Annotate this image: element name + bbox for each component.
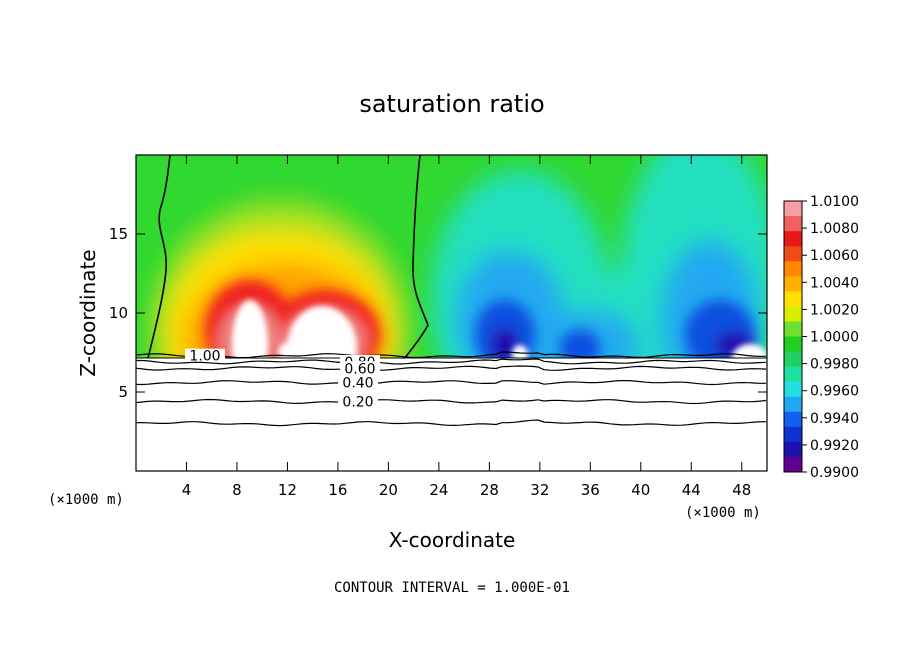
x-tick-label: 44 [682,481,701,499]
colorbar-label: 1.0100 [810,194,859,210]
contour-label-bg [340,361,380,375]
colorbar-label: 1.0060 [810,248,859,264]
colorbar-swatch [784,351,802,368]
contour-boundaries [147,155,429,359]
colorbar-swatch [784,291,802,307]
x-tick-label: 40 [631,481,650,499]
x-tick-label: 16 [328,481,347,499]
x-axis-title: X-coordinate [389,528,516,552]
colorbar-swatch [784,336,802,353]
colorbar-swatch [784,216,802,232]
contour-line [136,358,767,365]
contour-line [136,419,767,427]
contour-line [136,380,766,386]
colorbar-swatch [784,456,802,473]
chart-title: saturation ratio [359,90,544,118]
heatmap-field [136,155,767,471]
x-tick-label: 12 [278,481,297,499]
colorbar-swatch [784,441,802,458]
x-tick-label: 24 [429,481,448,499]
colorbar-swatch [784,201,802,217]
contour-label: 0.60 [344,361,375,377]
y-axis-title: Z-coordinate [76,249,100,376]
colorbar-label: 0.9920 [810,438,859,454]
colorbar-swatch [784,276,802,292]
colorbar-swatch [784,396,802,413]
x-tick-label: 28 [480,481,499,499]
colorbar-label: 0.9940 [810,411,859,427]
colorbar-swatch [784,231,802,247]
contour-label: 0.40 [342,376,373,392]
contour-label-bg [338,375,378,389]
colorbar-swatch [784,426,802,443]
colorbar-swatch [784,306,802,322]
x-unit-right: (×1000 m) [685,505,761,521]
y-tick-label: 15 [109,225,128,243]
colorbar-label: 1.0000 [810,330,859,346]
x-tick-label: 32 [530,481,549,499]
contour-label: 1.00 [189,349,220,365]
contour-line [136,365,767,371]
colorbar: 1.0100 1.0080 1.0060 1.0040 1.0020 1.0000 0.99… [783,194,859,481]
colorbar-label: 1.0040 [810,275,859,291]
colorbar-swatch [784,321,802,337]
x-axis-ticks: 4 8 12 16 20 24 28 32 36 40 44 48 [182,155,751,499]
contour-label-bg [338,394,378,408]
colorbar-swatch [784,246,802,262]
colorbar-label: 0.9900 [810,465,859,481]
colorbar-label: 0.9960 [810,384,859,400]
contour-interval-note: CONTOUR INTERVAL = 1.000E-01 [334,580,570,596]
x-tick-label: 8 [232,481,242,499]
x-tick-label: 48 [732,481,751,499]
x-tick-label: 4 [182,481,192,499]
contour-lines: 1.000.800.600.400.20 [136,348,767,427]
y-tick-label: 5 [118,383,128,401]
colorbar-swatch [784,411,802,428]
contour-line [136,398,767,405]
colorbar-swatch [784,381,802,398]
colorbar-label: 1.0080 [810,221,859,237]
x-tick-label: 36 [581,481,600,499]
colorbar-label: 0.9980 [810,357,859,373]
y-axis-ticks: 5 10 15 [109,225,767,401]
contour-label-bg [185,348,225,362]
contour-label: 0.20 [342,394,373,410]
contour-line [136,351,766,359]
colorbar-swatch [784,261,802,277]
x-tick-label: 20 [379,481,398,499]
colorbar-swatch [784,366,802,383]
y-tick-label: 10 [109,304,128,322]
x-unit-left: (×1000 m) [48,492,124,508]
colorbar-label: 1.0020 [810,302,859,318]
